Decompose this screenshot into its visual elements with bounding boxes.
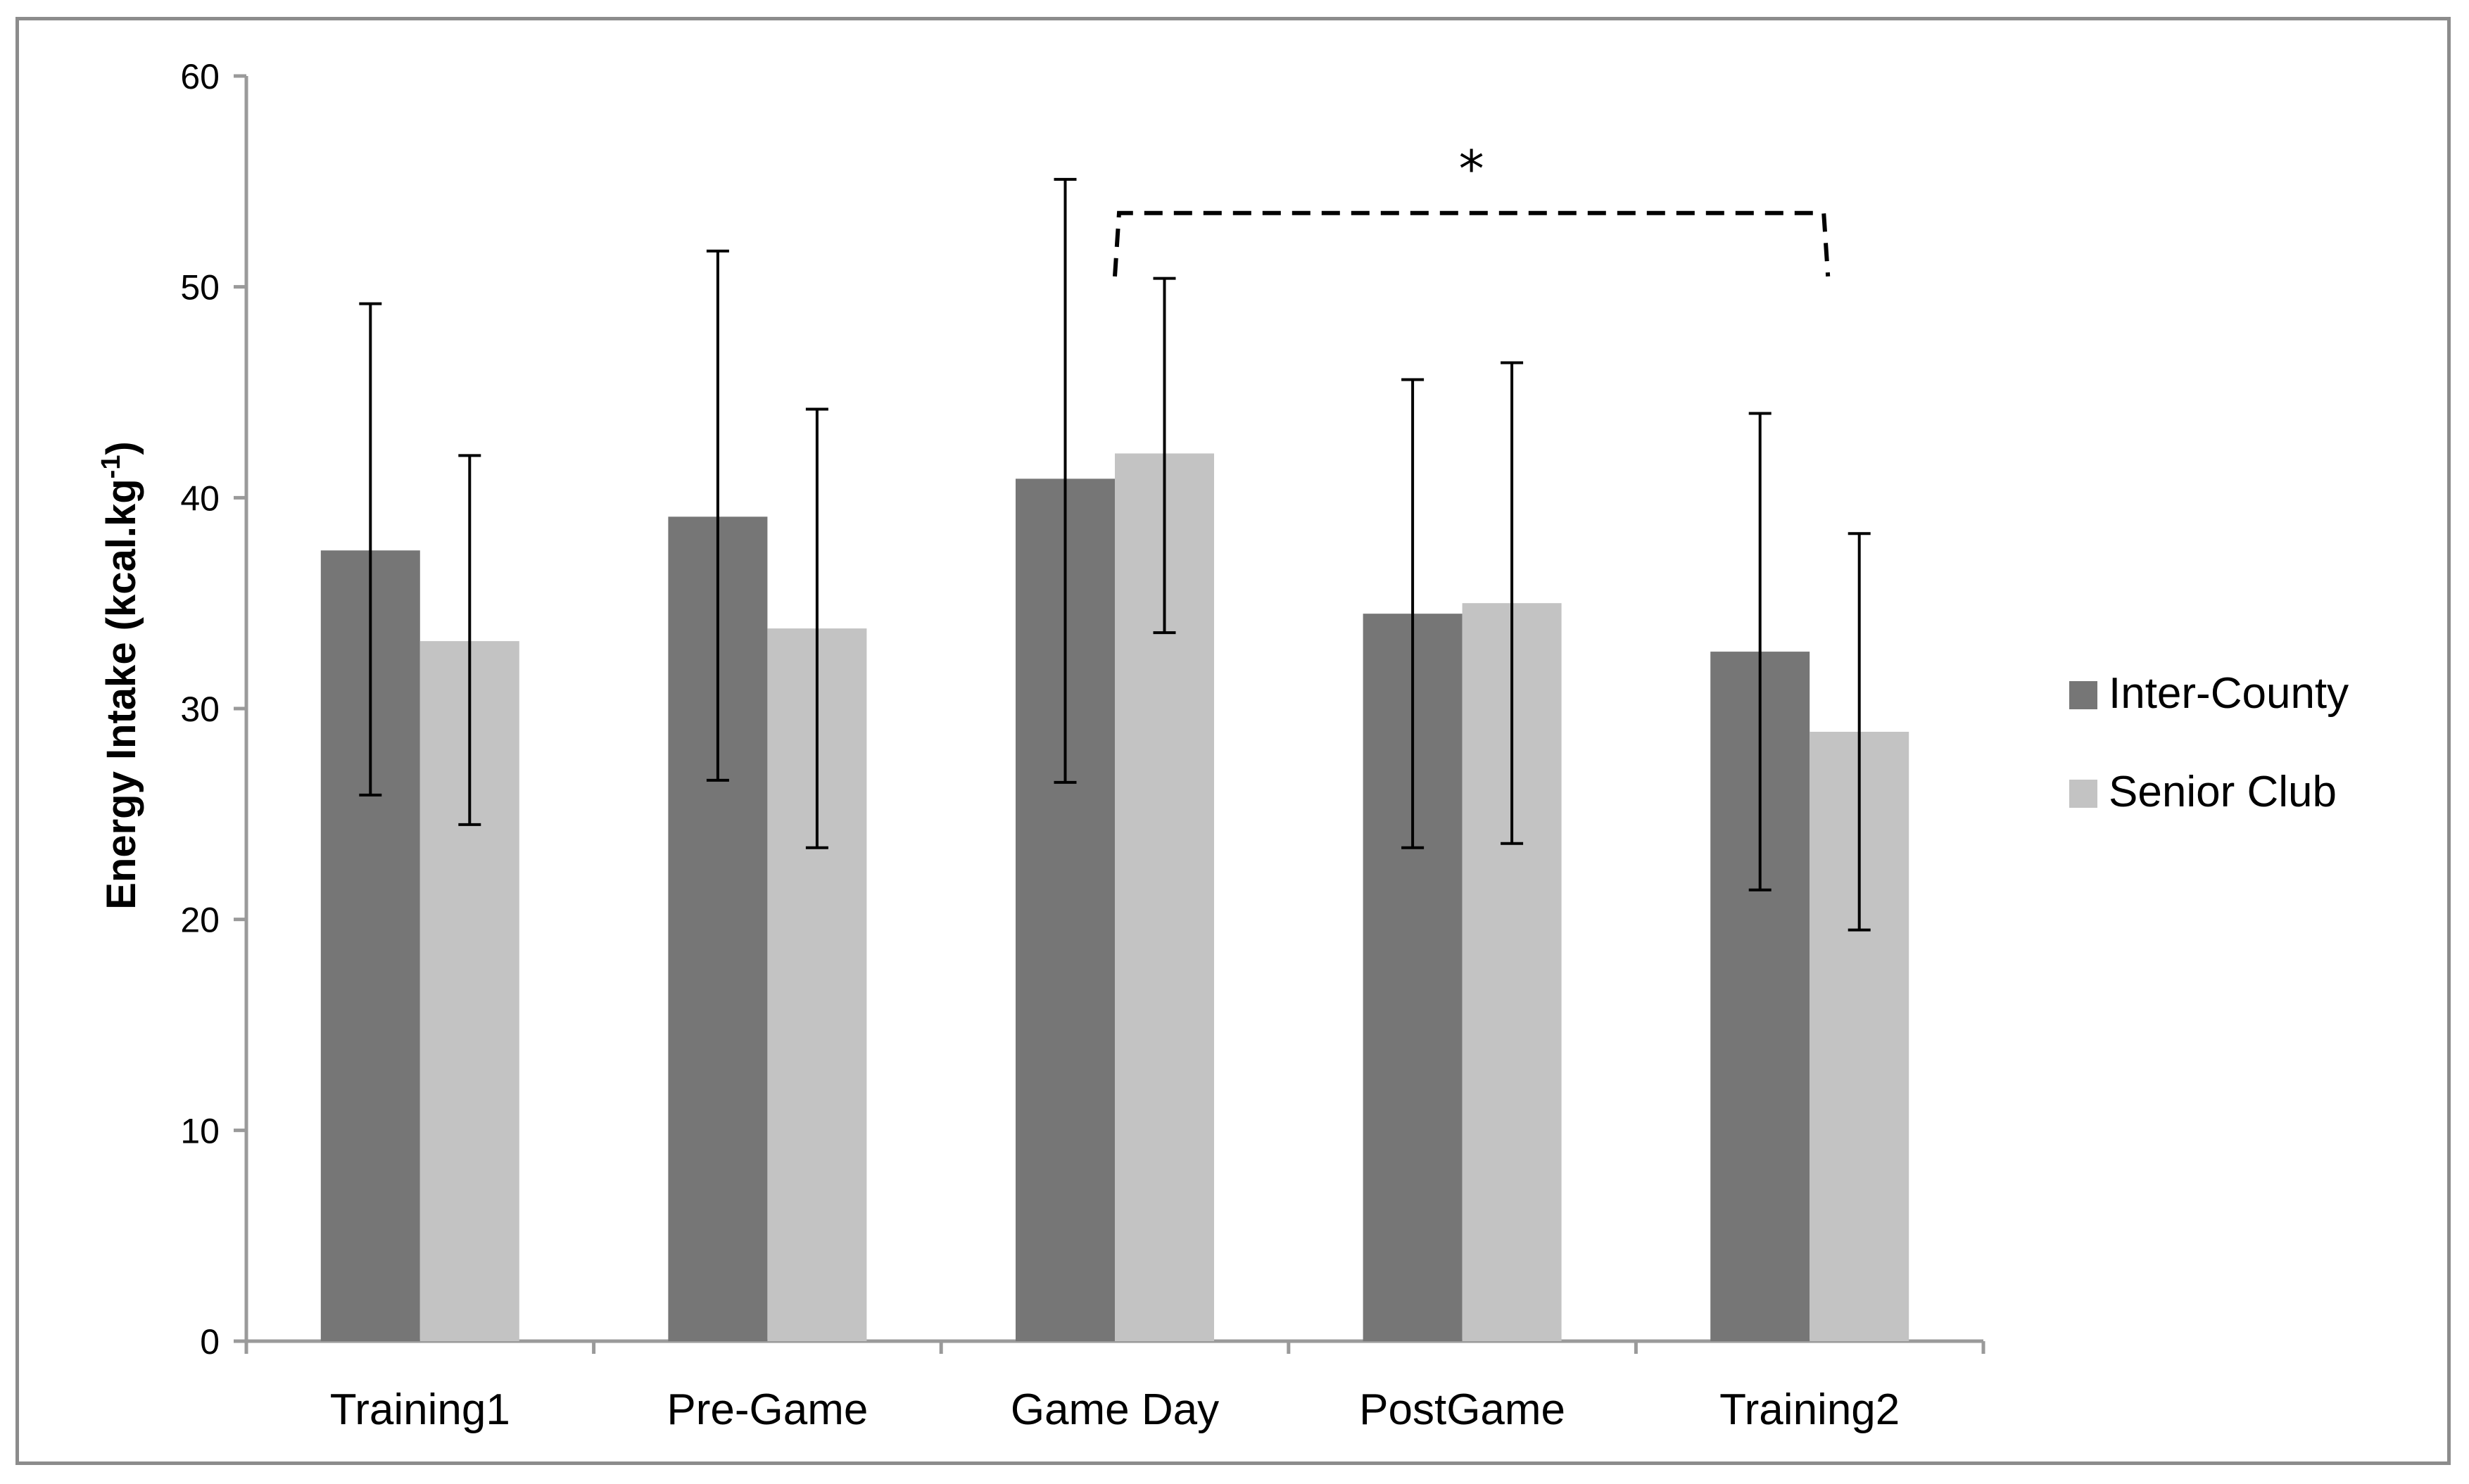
x-category-label: PostGame — [1359, 1385, 1565, 1434]
x-category-label: Training1 — [330, 1385, 510, 1434]
y-tick-label: 0 — [200, 1322, 220, 1362]
significance-annotation: * — [1113, 139, 1831, 277]
legend-swatch-inter-county — [2069, 681, 2097, 709]
significance-star: * — [1459, 139, 1484, 198]
significance-bracket — [1113, 210, 1831, 277]
y-axis-title-close: ) — [99, 441, 144, 455]
y-tick-label: 30 — [180, 690, 220, 729]
x-category-label: Pre-Game — [667, 1385, 868, 1434]
y-tick-label: 50 — [180, 268, 220, 307]
legend-label: Inter-County — [2109, 669, 2349, 718]
legend-label: Senior Club — [2109, 768, 2337, 816]
legend: Inter-County Senior Club — [2069, 669, 2349, 816]
y-axis-title: Energy Intake (kcal.kg-1) — [96, 441, 144, 910]
y-axis-title-superscript: -1 — [96, 455, 126, 479]
y-tick-label: 40 — [180, 478, 220, 518]
error-bars — [359, 177, 1871, 932]
y-tick-label: 20 — [180, 901, 220, 940]
y-axis-title-main: Energy Intake (kcal.kg — [99, 478, 144, 909]
y-tick-label: 60 — [180, 57, 220, 96]
x-category-label: Game Day — [1011, 1385, 1219, 1434]
chart-frame — [15, 17, 2451, 1465]
bars — [320, 453, 1909, 1342]
y-tick-label: 10 — [180, 1111, 220, 1150]
legend-swatch-senior-club — [2069, 780, 2097, 808]
x-category-label: Training2 — [1719, 1385, 1900, 1434]
axes: 0 10 20 30 40 50 60 Training1 Pre-Game Game Day Po… — [180, 57, 1985, 1434]
